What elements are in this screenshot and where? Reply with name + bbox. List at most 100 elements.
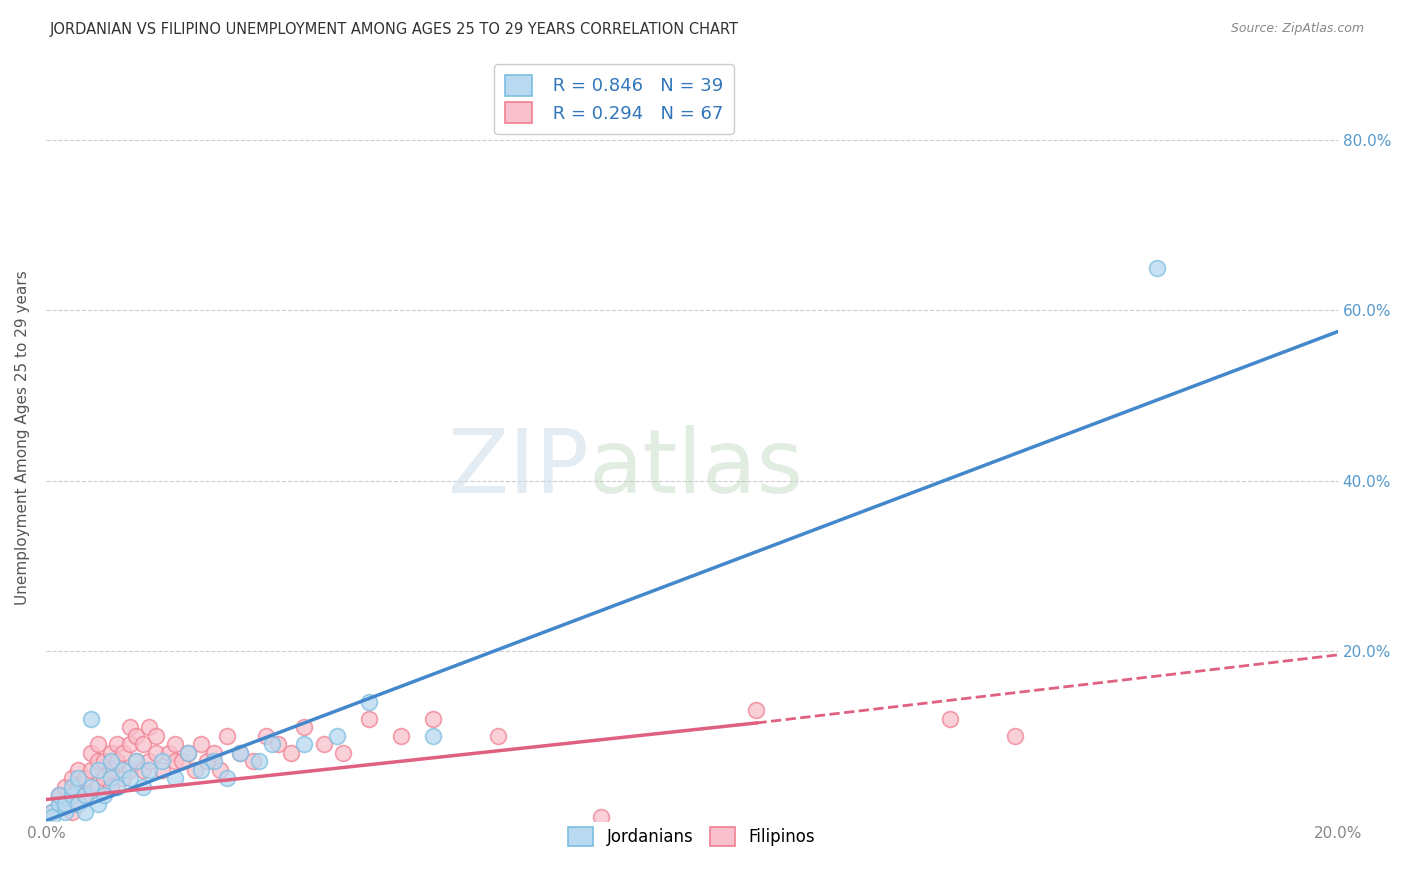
Point [86,780,108,794]
Point [280,746,302,760]
Point [1004,729,1026,743]
Point [132,763,155,777]
Point [486,729,509,743]
Point [100,754,122,768]
Point [73,805,96,820]
Point [105,737,128,751]
Point [100,763,122,777]
Point [247,754,270,768]
Point [112,746,135,760]
Point [389,729,412,743]
Point [118,720,141,734]
Point [67,771,90,785]
Point [53,805,76,820]
Point [138,763,160,777]
Point [93,771,115,785]
Point [177,746,200,760]
Point [325,729,347,743]
Text: JORDANIAN VS FILIPINO UNEMPLOYMENT AMONG AGES 25 TO 29 YEARS CORRELATION CHART: JORDANIAN VS FILIPINO UNEMPLOYMENT AMONG… [49,22,738,37]
Point [165,771,187,785]
Point [112,763,135,777]
Point [939,712,962,726]
Point [105,780,128,794]
Point [165,754,187,768]
Point [197,754,219,768]
Point [745,703,768,717]
Point [86,737,108,751]
Point [125,729,148,743]
Point [118,771,141,785]
Point [73,771,96,785]
Point [73,789,96,803]
Point [67,797,90,811]
Point [86,754,108,768]
Point [48,789,70,803]
Point [60,780,83,794]
Point [1146,260,1168,275]
Point [202,746,225,760]
Point [422,712,444,726]
Point [86,797,108,811]
Point [125,754,148,768]
Point [202,754,225,768]
Point [190,737,212,751]
Point [48,789,70,803]
Point [60,789,83,803]
Point [157,746,180,760]
Text: atlas: atlas [589,425,804,512]
Point [145,746,167,760]
Point [170,754,193,768]
Point [215,729,238,743]
Point [105,754,128,768]
Point [138,720,160,734]
Point [80,780,103,794]
Point [260,737,283,751]
Point [332,746,354,760]
Point [165,737,187,751]
Point [112,771,135,785]
Point [228,746,250,760]
Point [60,805,83,820]
Point [93,789,115,803]
Point [80,789,103,803]
Point [118,763,141,777]
Point [73,789,96,803]
Point [292,720,315,734]
Point [100,746,122,760]
Point [80,763,103,777]
Point [67,780,90,794]
Point [60,771,83,785]
Point [118,737,141,751]
Point [53,797,76,811]
Point [422,729,444,743]
Point [100,771,122,785]
Point [132,780,155,794]
Point [267,737,290,751]
Point [60,789,83,803]
Point [48,797,70,811]
Point [132,737,155,751]
Point [53,780,76,794]
Point [292,737,315,751]
Point [591,809,613,823]
Y-axis label: Unemployment Among Ages 25 to 29 years: Unemployment Among Ages 25 to 29 years [15,270,30,606]
Point [254,729,277,743]
Point [53,797,76,811]
Point [357,695,380,709]
Point [80,746,103,760]
Text: ZIP: ZIP [447,425,589,512]
Point [215,771,238,785]
Point [48,797,70,811]
Point [125,754,148,768]
Point [86,763,108,777]
Point [150,754,173,768]
Point [312,737,335,751]
Point [242,754,264,768]
Text: Source: ZipAtlas.com: Source: ZipAtlas.com [1230,22,1364,36]
Point [183,763,205,777]
Point [93,754,115,768]
Point [138,754,160,768]
Point [80,712,103,726]
Point [145,729,167,743]
Legend: Jordanians, Filipinos: Jordanians, Filipinos [560,819,824,855]
